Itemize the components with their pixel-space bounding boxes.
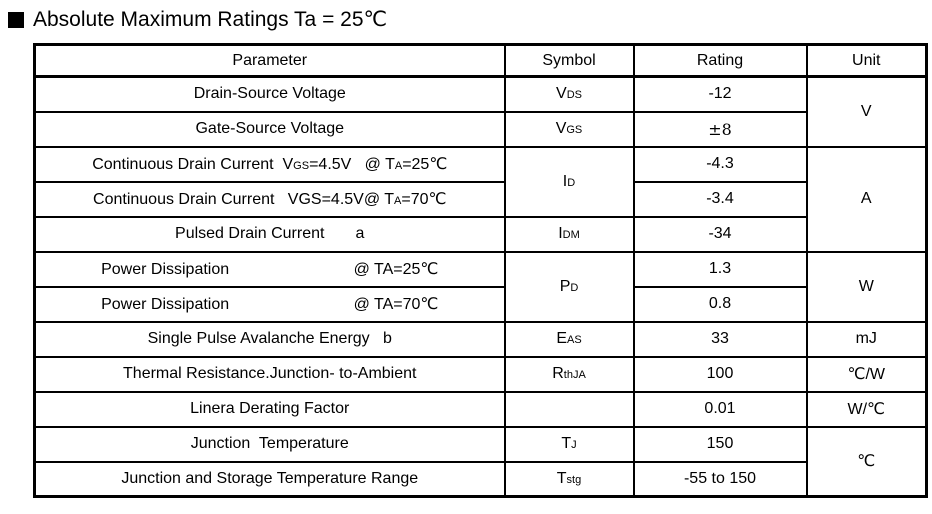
unit-cell: A [805, 145, 928, 253]
symbol-cell: VGS [503, 110, 635, 148]
subscript-text: GS [293, 160, 310, 172]
text-segment: Linera Derating Factor [190, 400, 350, 417]
text-segment: I [562, 172, 568, 190]
text-segment: Continuous Drain Current VGS=4.5V@ T [93, 191, 395, 208]
text-segment: Pulsed Drain Current a [175, 225, 365, 242]
parameter-cell: Pulsed Drain Current a [33, 215, 506, 253]
rating-cell: 100 [632, 355, 808, 393]
parameter-cell: Power Dissipation @ TA=25℃ [33, 250, 506, 288]
table-row: Continuous Drain Current VGS=4.5V @ TA=2… [33, 145, 928, 253]
column-header-parameter: Parameter [33, 43, 506, 78]
text-segment: Junction Temperature [190, 435, 349, 452]
rating-cell: -12 [632, 75, 808, 113]
unit-cell: W/℃ [805, 390, 928, 428]
unit-cell: ℃ [805, 425, 928, 498]
parameter-cell: Junction and Storage Temperature Range [33, 460, 506, 498]
black-square-icon [8, 12, 24, 28]
text-segment: V [556, 85, 567, 103]
parameter-cell: Continuous Drain Current VGS=4.5V @ TA=2… [33, 145, 506, 183]
column-header-unit: Unit [805, 43, 928, 78]
table-row: Junction and Storage Temperature Range T… [33, 460, 927, 498]
text-segment: E [556, 330, 567, 347]
table-row: Drain-Source Voltage VDS -12 V [33, 75, 928, 148]
parameter-cell: Junction Temperature [33, 425, 506, 463]
rating-cell: -3.4 [632, 180, 808, 218]
absolute-maximum-ratings-table: Parameter Symbol Rating Unit Drain-Sourc… [33, 43, 928, 498]
text-segment: P [559, 277, 571, 295]
text-segment: Junction and Storage Temperature Range [121, 469, 419, 487]
text-segment: Thermal Resistance.Junction- to-Ambient [123, 365, 417, 382]
parameter-cell: Single Pulse Avalanche Energy b [33, 320, 506, 358]
subscript-text: stg [566, 473, 582, 486]
subscript-text: A [394, 195, 402, 207]
table-row: Pulsed Drain Current a IDM -34 [33, 215, 927, 253]
column-header-symbol: Symbol [503, 43, 635, 78]
text-segment: Gate-Source Voltage [195, 120, 345, 137]
rating-cell: -55 to 150 [632, 460, 808, 498]
rating-cell: 0.8 [632, 285, 808, 323]
symbol-cell: ID [503, 145, 635, 218]
subscript-text: AS [566, 334, 582, 346]
rating-cell: -4.3 [632, 145, 808, 183]
table-row: Single Pulse Avalanche Energy b EAS 33 m… [33, 320, 928, 358]
unit-cell: mJ [805, 320, 928, 358]
text-segment: Drain-Source Voltage [193, 85, 346, 103]
text-segment: T [556, 469, 567, 487]
subscript-text: D [570, 281, 579, 294]
symbol-cell: VDS [503, 75, 635, 113]
table-row: Power Dissipation @ TA=70℃ 0.8 [33, 285, 927, 323]
subscript-text: J [571, 439, 577, 451]
table-row: Continuous Drain Current VGS=4.5V@ TA=70… [33, 180, 927, 218]
subscript-text: DM [562, 229, 580, 241]
table-row: Power Dissipation @ TA=25℃ PD 1.3 W [33, 250, 928, 323]
symbol-cell: PD [503, 250, 635, 323]
header-row: Parameter Symbol Rating Unit [33, 43, 928, 78]
rating-cell: -34 [632, 215, 808, 253]
text-segment: I [558, 225, 563, 242]
rating-cell: 150 [632, 425, 808, 463]
unit-cell: W [805, 250, 928, 323]
text-segment: =25℃ [402, 156, 448, 173]
subscript-text: DS [566, 89, 582, 102]
text-segment: Power Dissipation @ TA=25℃ [101, 261, 439, 278]
unit-cell: V [805, 75, 928, 148]
section-title: Absolute Maximum Ratings Ta = 25℃ [8, 7, 932, 33]
rating-cell: ±8 [632, 110, 808, 148]
parameter-cell: Thermal Resistance.Junction- to-Ambient [33, 355, 506, 393]
table-row: Linera Derating Factor 0.01 W/℃ [33, 390, 928, 428]
symbol-cell: Tstg [503, 460, 635, 498]
symbol-cell: EAS [503, 320, 635, 358]
text-segment: Single Pulse Avalanche Energy b [147, 330, 392, 347]
text-segment: R [552, 365, 564, 382]
symbol-cell: RthJA [503, 355, 635, 393]
text-segment: =4.5V @ T [309, 156, 395, 173]
parameter-cell: Power Dissipation @ TA=70℃ [33, 285, 506, 323]
subscript-text: thJA [563, 369, 586, 381]
table-row: Thermal Resistance.Junction- to-Ambient … [33, 355, 928, 393]
table-row: Gate-Source Voltage VGS ±8 [33, 110, 927, 148]
text-segment: Continuous Drain Current V [92, 156, 294, 173]
text-segment: V [555, 120, 567, 137]
rating-cell: 33 [632, 320, 808, 358]
symbol-cell: IDM [503, 215, 635, 253]
parameter-cell: Continuous Drain Current VGS=4.5V@ TA=70… [33, 180, 506, 218]
parameter-cell: Drain-Source Voltage [33, 75, 506, 113]
text-segment: T [561, 435, 572, 452]
rating-cell: 1.3 [632, 250, 808, 288]
subscript-text: A [394, 160, 403, 172]
table-row: Junction Temperature TJ 150 ℃ [33, 425, 928, 498]
column-header-rating: Rating [632, 43, 808, 78]
text-segment: =70℃ [401, 191, 447, 208]
page-title: Absolute Maximum Ratings Ta = 25℃ [33, 8, 388, 31]
symbol-cell [503, 390, 635, 428]
rating-cell: 0.01 [632, 390, 808, 428]
parameter-cell: Gate-Source Voltage [33, 110, 506, 148]
text-segment: Power Dissipation @ TA=70℃ [101, 296, 439, 313]
subscript-text: D [567, 176, 576, 189]
symbol-cell: TJ [503, 425, 635, 463]
subscript-text: GS [566, 124, 583, 136]
parameter-cell: Linera Derating Factor [33, 390, 506, 428]
unit-cell: ℃/W [805, 355, 928, 393]
